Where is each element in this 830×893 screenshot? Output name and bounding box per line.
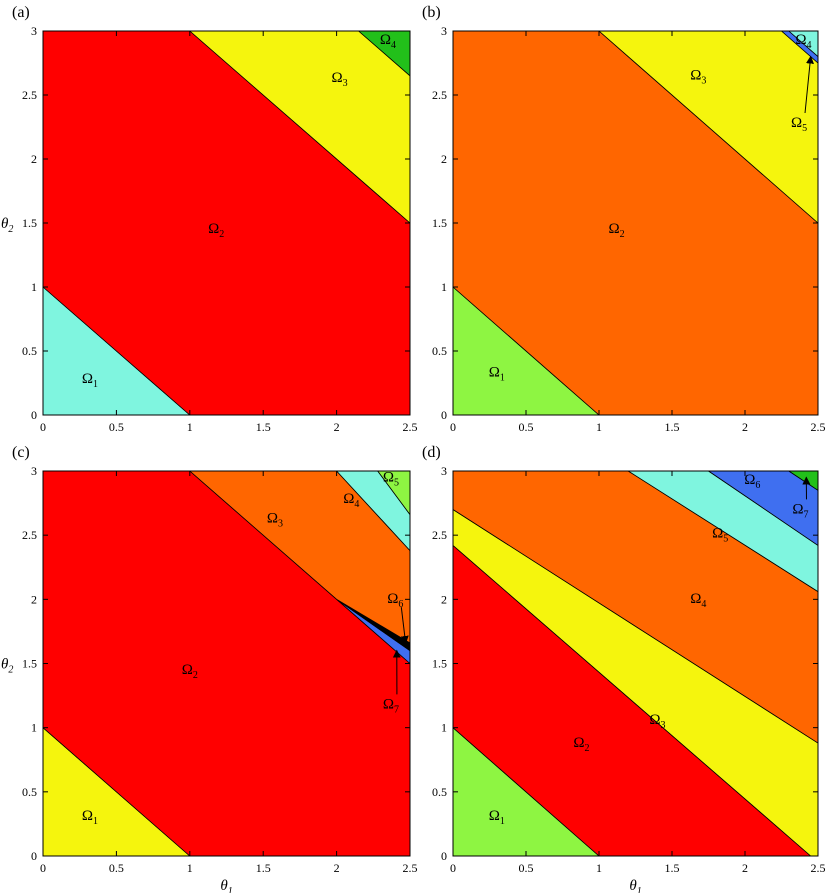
panel-a: 0 0.5 1 1.5 2 2.5 0 0.5 1 1.5 2 2.5 3(a) θ2 Ω1 Ω2 Ω3 Ω4 bbox=[1, 4, 418, 434]
region-label: Ω6 bbox=[387, 591, 403, 610]
x-tick-label: 2.5 bbox=[403, 420, 418, 434]
y-tick-label: 0.5 bbox=[22, 344, 37, 358]
panel-label: (c) bbox=[12, 444, 30, 461]
y-tick-label: 2 bbox=[441, 152, 447, 166]
region-label: Ω3 bbox=[331, 70, 347, 89]
y-tick-label: 0 bbox=[31, 849, 37, 863]
y-tick-label: 3 bbox=[441, 464, 447, 478]
x-tick-label: 0 bbox=[450, 861, 456, 875]
region-label: Ω1 bbox=[489, 808, 505, 827]
x-tick-label: 1 bbox=[596, 861, 602, 875]
y-tick-label: 1.5 bbox=[432, 216, 447, 230]
y-tick-label: 2.5 bbox=[22, 88, 37, 102]
region-label: Ω2 bbox=[182, 662, 198, 681]
panel-d: 0 0.5 1 1.5 2 2.5 0 0.5 1 1.5 2 2.5 3(d) θ1 Ω1 Ω2 Ω3 Ω4 Ω5… bbox=[422, 444, 826, 893]
region-label: Ω7 bbox=[792, 501, 808, 520]
y-tick-label: 2.5 bbox=[432, 88, 447, 102]
x-tick-label: 2 bbox=[334, 861, 340, 875]
region-label: Ω6 bbox=[744, 472, 760, 491]
region-label: Ω2 bbox=[208, 221, 224, 240]
x-tick-label: 0 bbox=[40, 861, 46, 875]
region-label: Ω1 bbox=[82, 808, 98, 827]
region-label: Ω4 bbox=[690, 591, 706, 610]
y-tick-label: 1 bbox=[441, 721, 447, 735]
y-tick-label: 0.5 bbox=[432, 344, 447, 358]
region-label: Ω4 bbox=[795, 32, 811, 51]
x-tick-label: 2.5 bbox=[811, 420, 826, 434]
y-tick-label: 1.5 bbox=[22, 657, 37, 671]
region-label: Ω7 bbox=[383, 696, 399, 715]
x-tick-label: 1 bbox=[596, 420, 602, 434]
y-tick-label: 1.5 bbox=[432, 657, 447, 671]
y-tick-label: 2 bbox=[31, 592, 37, 606]
region-label: Ω3 bbox=[690, 68, 706, 87]
y-tick-label: 1.5 bbox=[22, 216, 37, 230]
x-tick-label: 1 bbox=[187, 420, 193, 434]
x-tick-label: 1.5 bbox=[256, 420, 271, 434]
y-tick-label: 3 bbox=[441, 24, 447, 38]
x-tick-label: 1.5 bbox=[256, 861, 271, 875]
y-tick-label: 2 bbox=[31, 152, 37, 166]
y-tick-label: 1 bbox=[441, 280, 447, 294]
y-tick-label: 1 bbox=[31, 280, 37, 294]
panel-b: 0 0.5 1 1.5 2 2.5 0 0.5 1 1.5 2 2.5 3(b) Ω1 Ω2 Ω3 Ω4 Ω5 bbox=[422, 4, 826, 434]
y-tick-label: 3 bbox=[31, 464, 37, 478]
region-label: Ω5 bbox=[791, 115, 807, 134]
x-tick-label: 0.5 bbox=[519, 861, 534, 875]
y-tick-label: 0 bbox=[441, 849, 447, 863]
x-tick-label: 1.5 bbox=[665, 420, 680, 434]
y-tick-label: 1 bbox=[31, 721, 37, 735]
y-tick-label: 0 bbox=[441, 408, 447, 422]
x-tick-label: 0.5 bbox=[109, 861, 124, 875]
x-tick-label: 1 bbox=[187, 861, 193, 875]
region-label: Ω5 bbox=[383, 469, 399, 488]
y-axis-label: θ2 bbox=[1, 657, 13, 676]
region-label: Ω2 bbox=[608, 221, 624, 240]
x-tick-label: 0 bbox=[40, 420, 46, 434]
y-tick-label: 2 bbox=[441, 592, 447, 606]
region-label: Ω4 bbox=[343, 491, 359, 510]
y-tick-label: 3 bbox=[31, 24, 37, 38]
x-tick-label: 0 bbox=[450, 420, 456, 434]
x-tick-label: 2.5 bbox=[811, 861, 826, 875]
panel-label: (a) bbox=[12, 4, 30, 21]
y-tick-label: 2.5 bbox=[22, 528, 37, 542]
x-tick-label: 0.5 bbox=[519, 420, 534, 434]
region-label: Ω1 bbox=[82, 371, 98, 390]
annotation-arrow bbox=[804, 55, 814, 114]
region-label: Ω3 bbox=[267, 510, 283, 529]
region-label: Ω3 bbox=[649, 712, 665, 731]
region-label: Ω4 bbox=[380, 32, 396, 51]
x-tick-label: 2.5 bbox=[403, 861, 418, 875]
panel-c: 0 0.5 1 1.5 2 2.5 0 0.5 1 1.5 2 2.5 3(c) θ1 θ2 Ω1 Ω2 Ω3 Ω4… bbox=[1, 444, 418, 893]
panel-label: (b) bbox=[422, 4, 441, 21]
x-tick-label: 2 bbox=[742, 861, 748, 875]
region-label: Ω5 bbox=[712, 526, 728, 545]
y-axis-label: θ2 bbox=[1, 216, 13, 235]
x-tick-label: 0.5 bbox=[109, 420, 124, 434]
panel-label: (d) bbox=[422, 444, 441, 461]
x-axis-label: θ1 bbox=[220, 878, 232, 893]
x-tick-label: 2 bbox=[742, 420, 748, 434]
y-tick-label: 2.5 bbox=[432, 528, 447, 542]
region-label: Ω2 bbox=[573, 735, 589, 754]
x-axis-label: θ1 bbox=[629, 878, 641, 893]
x-tick-label: 2 bbox=[334, 420, 340, 434]
x-tick-label: 1.5 bbox=[665, 861, 680, 875]
y-tick-label: 0.5 bbox=[432, 785, 447, 799]
annotation-arrow bbox=[400, 607, 409, 644]
y-tick-label: 0.5 bbox=[22, 785, 37, 799]
y-tick-label: 0 bbox=[31, 408, 37, 422]
region-label: Ω1 bbox=[489, 365, 505, 384]
